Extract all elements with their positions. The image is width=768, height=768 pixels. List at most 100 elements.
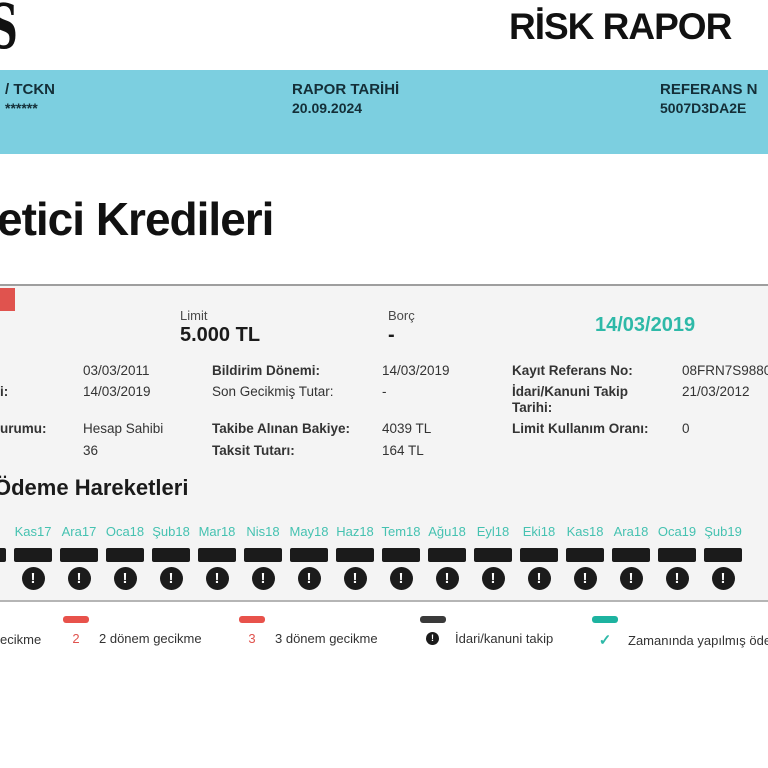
detail-right-value-3: 0 bbox=[682, 421, 690, 436]
teal-bar-icon bbox=[592, 616, 618, 623]
timeline-bar bbox=[382, 548, 420, 562]
timeline-bar bbox=[290, 548, 328, 562]
debt-label: Borç bbox=[388, 308, 415, 323]
timeline-month-label: Oca19 bbox=[657, 524, 697, 539]
legend-item-legal-followup: ! İdari/kanuni takip bbox=[420, 616, 553, 646]
credit-record-card: Limit 5.000 TL Borç - 14/03/2019 03/03/2… bbox=[0, 284, 768, 602]
timeline-month-row: Kas17 Ara17 Oca18 Şub18 Mar18 Nis18 May1… bbox=[0, 524, 746, 539]
timeline-status-row: ! ! ! ! ! ! ! ! ! ! ! ! ! ! ! ! ! bbox=[0, 567, 746, 590]
exclamation-icon: ! bbox=[481, 567, 505, 590]
timeline-month-label: Nis18 bbox=[246, 524, 280, 539]
detail-left-value-3: Hesap Sahibi bbox=[83, 421, 164, 436]
detail-right-label-3: Limit Kullanım Oranı: bbox=[512, 421, 649, 436]
reference-no-label: REFERANS N bbox=[660, 81, 758, 98]
info-field-reference-no: REFERANS N 5007D3DA2E bbox=[660, 80, 758, 118]
timeline-bar bbox=[106, 548, 144, 562]
timeline-bar bbox=[60, 548, 98, 562]
debt-value: - bbox=[388, 324, 395, 346]
report-date-value: 20.09.2024 bbox=[292, 100, 363, 116]
detail-left-label-3: urumu: bbox=[0, 421, 47, 436]
info-field-tckn: / TCKN ****** bbox=[5, 80, 55, 118]
red-bar-icon bbox=[63, 616, 89, 623]
exclamation-icon: ! bbox=[297, 567, 321, 590]
detail-left-value-4: 36 bbox=[83, 443, 99, 458]
timeline-month-label: Tem18 bbox=[381, 524, 421, 539]
exclamation-icon: ! bbox=[21, 567, 45, 590]
timeline-bar bbox=[520, 548, 558, 562]
detail-right-label-2b: Tarihi: bbox=[512, 400, 553, 415]
legend-number: 3 bbox=[248, 631, 256, 646]
detail-mid-value-4: 164 TL bbox=[382, 443, 424, 458]
timeline-bar bbox=[704, 548, 742, 562]
timeline-bar bbox=[152, 548, 190, 562]
detail-right-label-2a: İdari/Kanuni Takip bbox=[512, 384, 629, 399]
detail-left-value-2: 14/03/2019 bbox=[83, 384, 151, 399]
timeline-month-label: Ağu18 bbox=[428, 524, 466, 539]
timeline-month-label: Ara17 bbox=[61, 524, 97, 539]
timeline-month-label: Şub18 bbox=[152, 524, 190, 539]
checkmark-icon: ✓ bbox=[598, 632, 612, 649]
legend-item-3-delay: 3 3 dönem gecikme bbox=[239, 616, 378, 646]
legend-label: 3 dönem gecikme bbox=[275, 631, 378, 646]
detail-right-value-1: 08FRN7S9880 bbox=[682, 363, 768, 378]
timeline-bar bbox=[198, 548, 236, 562]
timeline-month-label: Oca18 bbox=[105, 524, 145, 539]
exclamation-icon: ! bbox=[619, 567, 643, 590]
timeline-bar bbox=[0, 548, 6, 562]
info-field-report-date: RAPOR TARİHİ 20.09.2024 bbox=[292, 80, 399, 118]
section-title-consumer-loans: etici Kredileri bbox=[0, 193, 274, 245]
timeline-bar bbox=[428, 548, 466, 562]
exclamation-icon: ! bbox=[67, 567, 91, 590]
detail-left-value-1: 03/03/2011 bbox=[83, 363, 150, 378]
timeline-bar bbox=[336, 548, 374, 562]
exclamation-icon: ! bbox=[159, 567, 183, 590]
detail-mid-value-1: 14/03/2019 bbox=[382, 363, 450, 378]
limit-summary: Limit 5.000 TL bbox=[180, 308, 260, 347]
timeline-bar bbox=[244, 548, 282, 562]
reference-no-value: 5007D3DA2E bbox=[660, 100, 747, 116]
timeline-bar bbox=[566, 548, 604, 562]
detail-mid-value-2: - bbox=[382, 384, 387, 399]
timeline-month-label: Mar18 bbox=[198, 524, 236, 539]
status-tab-red bbox=[0, 288, 15, 311]
legend-item-on-time: ✓ Zamanında yapılmış öde bbox=[592, 616, 768, 649]
record-date: 14/03/2019 bbox=[595, 314, 696, 336]
timeline-month-label: Kas17 bbox=[14, 524, 52, 539]
timeline-month-label: Haz18 bbox=[336, 524, 374, 539]
detail-mid-label-4: Taksit Tutarı: bbox=[212, 443, 295, 458]
tckn-label: / TCKN bbox=[5, 81, 55, 98]
legend-label: 2 dönem gecikme bbox=[99, 631, 202, 646]
legend-number: 2 bbox=[72, 631, 80, 646]
timeline-bar bbox=[612, 548, 650, 562]
limit-value: 5.000 TL bbox=[180, 324, 261, 346]
legend-item-2-delay: 2 2 dönem gecikme bbox=[63, 616, 202, 646]
detail-mid-label-3: Takibe Alınan Bakiye: bbox=[212, 421, 351, 436]
timeline-bar bbox=[14, 548, 52, 562]
exclamation-icon: ! bbox=[665, 567, 689, 590]
red-bar-icon bbox=[239, 616, 265, 623]
legend-item-1-delay: ecikme bbox=[0, 632, 42, 647]
timeline-bar bbox=[474, 548, 512, 562]
dark-bar-icon bbox=[420, 616, 446, 623]
timeline-bar-row bbox=[0, 548, 746, 562]
tckn-value: ****** bbox=[5, 100, 38, 116]
timeline-month-label: Eyl18 bbox=[476, 524, 510, 539]
exclamation-icon: ! bbox=[113, 567, 137, 590]
timeline-month-label: Ara18 bbox=[613, 524, 649, 539]
detail-left-label-2: i: bbox=[0, 384, 9, 399]
exclamation-icon: ! bbox=[389, 567, 413, 590]
exclamation-icon: ! bbox=[251, 567, 275, 590]
exclamation-icon: ! bbox=[205, 567, 229, 590]
debt-summary: Borç - bbox=[388, 308, 415, 347]
exclamation-icon: ! bbox=[527, 567, 551, 590]
detail-mid-label-2: Son Gecikmiş Tutar: bbox=[212, 384, 334, 399]
payment-movements-heading: Ödeme Hareketleri bbox=[0, 475, 189, 500]
legend-label: Zamanında yapılmış öde bbox=[628, 632, 768, 648]
timeline-month-label: Eki18 bbox=[522, 524, 556, 539]
logo-fragment: S bbox=[0, 0, 18, 58]
exclamation-icon: ! bbox=[573, 567, 597, 590]
timeline-month-label: Şub19 bbox=[704, 524, 742, 539]
legend-label: İdari/kanuni takip bbox=[455, 631, 554, 646]
limit-label: Limit bbox=[180, 308, 208, 323]
